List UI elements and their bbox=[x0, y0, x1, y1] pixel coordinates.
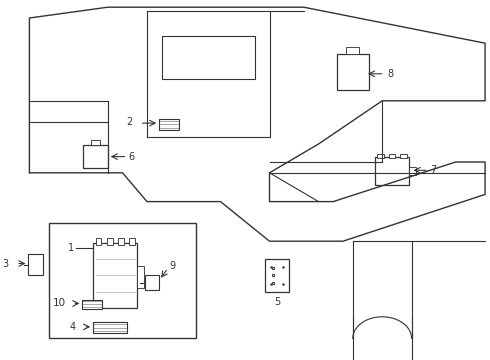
Bar bbox=[375, 157, 409, 185]
Bar bbox=[129, 238, 135, 245]
Bar bbox=[377, 154, 384, 158]
Bar bbox=[159, 119, 179, 130]
Bar bbox=[265, 259, 289, 292]
Bar bbox=[162, 36, 255, 79]
Bar bbox=[137, 266, 144, 288]
Bar bbox=[83, 145, 108, 168]
Bar bbox=[28, 254, 43, 275]
Text: 8: 8 bbox=[387, 69, 393, 79]
Bar bbox=[337, 54, 368, 90]
Bar bbox=[145, 275, 159, 290]
Bar bbox=[389, 154, 395, 158]
Text: 2: 2 bbox=[126, 117, 132, 127]
Text: 4: 4 bbox=[70, 322, 76, 332]
Text: 1: 1 bbox=[68, 243, 74, 253]
Bar bbox=[49, 223, 196, 338]
Text: 3: 3 bbox=[3, 258, 9, 269]
Text: 10: 10 bbox=[53, 298, 66, 309]
Text: 9: 9 bbox=[169, 261, 175, 271]
Text: 7: 7 bbox=[430, 165, 437, 175]
Bar bbox=[409, 167, 416, 175]
Bar bbox=[400, 154, 407, 158]
Bar bbox=[82, 300, 102, 309]
Bar bbox=[91, 140, 100, 145]
Bar bbox=[118, 238, 123, 245]
Bar bbox=[93, 322, 127, 333]
Bar bbox=[93, 243, 137, 308]
Bar bbox=[346, 47, 359, 54]
Bar bbox=[96, 238, 101, 245]
Text: 6: 6 bbox=[128, 152, 134, 162]
Text: 5: 5 bbox=[274, 297, 280, 307]
Bar bbox=[107, 238, 113, 245]
